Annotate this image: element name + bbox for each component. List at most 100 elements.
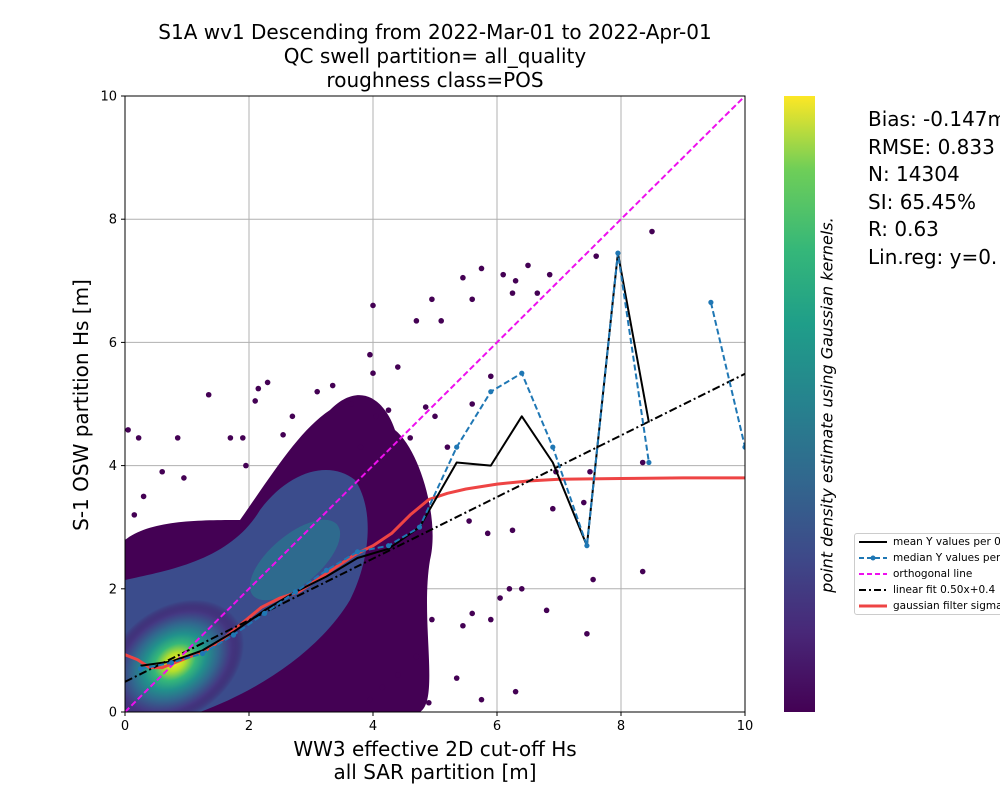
scatter-point xyxy=(484,530,491,537)
y-tick-label: 8 xyxy=(109,213,117,228)
scatter-point xyxy=(469,401,476,407)
scatter-point xyxy=(252,398,258,404)
scatter-point xyxy=(367,351,373,358)
scatter-point xyxy=(370,370,376,377)
scatter-point xyxy=(639,568,646,575)
scatter-point xyxy=(181,475,187,481)
stats-box: Bias: -0.147m RMSE: 0.833 N: 14304 SI: 6… xyxy=(868,106,1000,271)
y-tick-label: 6 xyxy=(109,336,117,351)
scatter-point xyxy=(367,696,373,703)
stat-si: SI: 65.45% xyxy=(868,189,976,214)
scatter-point xyxy=(357,444,364,450)
legend-swatch-median xyxy=(859,555,887,561)
y-tick-label: 2 xyxy=(109,582,117,597)
y-tick-label: 10 xyxy=(100,90,117,105)
scatter-point xyxy=(488,616,494,623)
scatter-point xyxy=(385,407,392,413)
median-marker xyxy=(385,543,392,549)
scatter-point xyxy=(466,518,472,524)
scatter-point xyxy=(460,274,466,281)
legend-item-median: median Y values per xyxy=(859,550,1000,566)
scatter-point xyxy=(395,672,401,678)
scatter-point xyxy=(379,684,386,691)
scatter-point xyxy=(407,435,414,441)
scatter-point xyxy=(534,290,541,296)
median-marker xyxy=(708,299,714,305)
median-marker xyxy=(261,610,268,617)
scatter-point xyxy=(639,459,646,466)
scatter-point xyxy=(500,271,507,278)
scatter-point xyxy=(543,607,550,614)
chart-title-line-3: roughness class=POS xyxy=(326,68,544,92)
median-marker xyxy=(584,543,590,549)
x-tick-label: 6 xyxy=(493,719,501,734)
scatter-point xyxy=(205,391,212,398)
scatter-point xyxy=(227,435,234,441)
scatter-point xyxy=(289,413,296,420)
legend-swatch-mean xyxy=(859,541,887,543)
legend-label-mean: mean Y values per 0 xyxy=(893,536,1000,548)
median-marker xyxy=(646,459,652,466)
x-axis-label-line-1: WW3 effective 2D cut-off Hs xyxy=(293,737,577,761)
scatter-point xyxy=(581,499,587,506)
scatter-point xyxy=(432,413,438,420)
scatter-point xyxy=(488,373,494,380)
legend-swatch-linear-fit xyxy=(859,589,887,591)
scatter-point xyxy=(135,435,142,441)
scatter-point xyxy=(429,296,435,303)
median-marker xyxy=(137,666,144,672)
series-lines xyxy=(125,96,745,712)
chart-title-line-1: S1A wv1 Descending from 2022-Mar-01 to 2… xyxy=(158,20,712,44)
median-marker xyxy=(742,444,745,450)
scatter-point xyxy=(174,435,181,441)
stat-r: R: 0.63 xyxy=(868,217,939,241)
scatter-point xyxy=(509,527,516,534)
scatter-point xyxy=(348,401,355,407)
x-tick-label: 10 xyxy=(737,719,754,734)
median-marker xyxy=(454,444,460,450)
legend-swatch-gaussian xyxy=(859,604,887,608)
legend-swatch-orthogonal xyxy=(859,573,887,575)
x-tick-label: 2 xyxy=(245,719,253,734)
stat-rmse: RMSE: 0.833 xyxy=(868,134,995,159)
scatter-point xyxy=(131,512,138,518)
scatter-point xyxy=(469,296,476,303)
legend-label-median: median Y values per xyxy=(893,552,1000,564)
scatter-point xyxy=(525,262,531,269)
legend-item-linear-fit: linear fit 0.50x+0.4 xyxy=(859,582,995,598)
median-marker xyxy=(488,389,494,395)
scatter-point xyxy=(546,271,553,278)
scatter-point xyxy=(478,696,485,703)
x-axis-label-line-2: all SAR partition [m] xyxy=(333,760,537,784)
scatter-point xyxy=(444,444,451,450)
scatter-point xyxy=(373,413,379,420)
scatter-point xyxy=(593,253,599,259)
axes-frame xyxy=(124,95,746,713)
colorbar-label: point density estimate using Gaussian ke… xyxy=(817,217,837,593)
scatter-point xyxy=(438,318,445,324)
scatter-point xyxy=(395,364,401,370)
scatter-point xyxy=(590,576,596,583)
median-marker xyxy=(168,660,175,666)
scatter-point xyxy=(506,586,513,592)
scatter-point xyxy=(497,595,503,601)
scatter-point xyxy=(649,228,655,235)
series-line-1 xyxy=(709,302,745,448)
stat-bias: Bias: -0.147m xyxy=(868,107,1000,131)
scatter-point xyxy=(512,278,519,284)
y-tick-label: 4 xyxy=(109,459,117,474)
median-marker xyxy=(615,250,621,256)
y-tick-label: 0 xyxy=(109,706,117,721)
legend-label-gaussian: gaussian filter sigma xyxy=(893,600,1000,612)
median-marker xyxy=(199,650,206,657)
median-marker xyxy=(292,589,299,595)
stat-linreg: Lin.reg: y=0. xyxy=(868,244,998,269)
scatter-point xyxy=(509,290,516,296)
median-marker xyxy=(519,370,525,376)
scatter-point xyxy=(478,265,485,272)
chart-title-line-2: QC swell partition= all_quality xyxy=(283,44,587,68)
scatter-point xyxy=(255,385,262,392)
x-axis-ticks: 0 2 4 6 8 10 xyxy=(121,712,753,734)
scatter-point xyxy=(429,616,435,623)
outlier-points xyxy=(125,228,655,706)
